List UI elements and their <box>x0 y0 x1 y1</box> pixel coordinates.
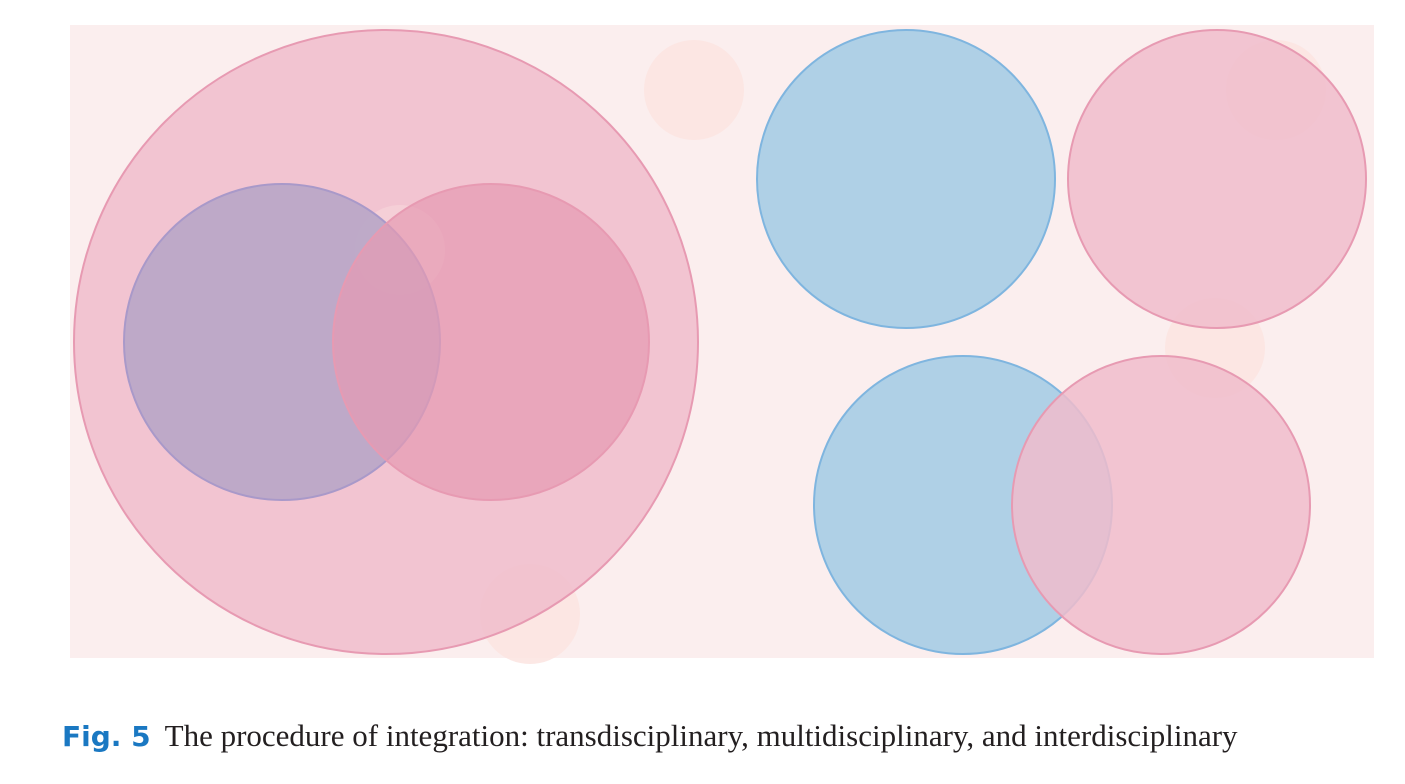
trans-right-circle <box>332 183 650 501</box>
multidisciplinary-group <box>756 29 1367 329</box>
interdisciplinary-group <box>813 355 1311 655</box>
multi-blue-circle <box>756 29 1056 329</box>
figure-caption: Fig. 5 The procedure of integration: tran… <box>62 716 1392 757</box>
inter-pink-circle <box>1011 355 1311 655</box>
multi-pink-circle <box>1067 29 1367 329</box>
caption-text: The procedure of integration: transdisci… <box>164 718 1238 753</box>
caption-label: Fig. 5 <box>62 720 151 753</box>
transdisciplinary-group <box>73 29 699 655</box>
decorative-bubble <box>644 40 744 140</box>
integration-diagram <box>70 25 1374 664</box>
